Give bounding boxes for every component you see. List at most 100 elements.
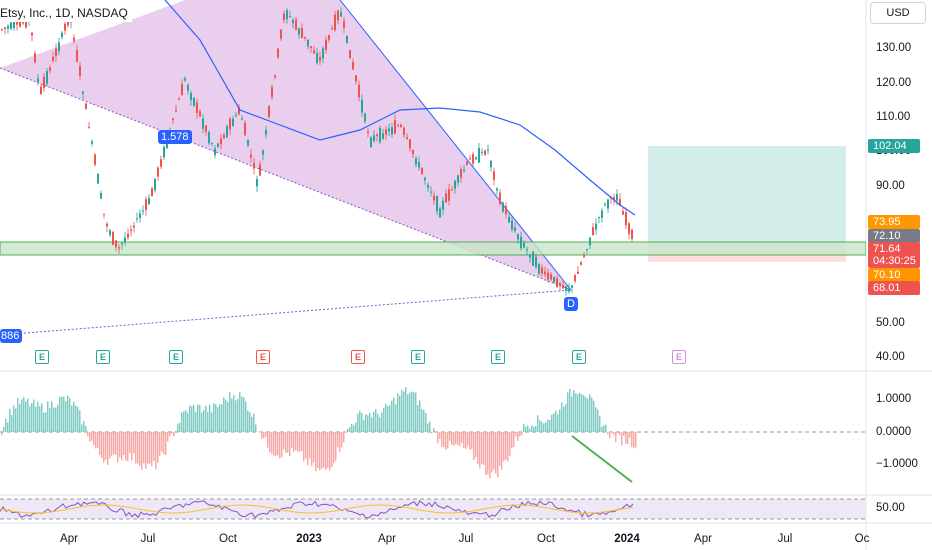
oscillator-bar bbox=[463, 432, 465, 448]
candle-body bbox=[85, 103, 87, 110]
candles bbox=[1, 7, 633, 296]
earnings-marker[interactable]: E bbox=[411, 350, 425, 364]
candle-body bbox=[370, 137, 372, 147]
oscillator-bar bbox=[265, 432, 267, 437]
candle-body bbox=[598, 217, 600, 219]
candle-body bbox=[82, 91, 84, 94]
oscillator-bar bbox=[377, 413, 379, 432]
candle-body bbox=[268, 105, 270, 117]
symbol-title[interactable]: Etsy, Inc., 1D, NASDAQ bbox=[0, 4, 132, 22]
earnings-marker[interactable]: E bbox=[572, 350, 586, 364]
oscillator-bar bbox=[631, 432, 633, 447]
oscillator-bar bbox=[439, 432, 441, 439]
oscillator-bar bbox=[479, 432, 481, 469]
oscillator-bar bbox=[461, 432, 463, 443]
oscillator-bar bbox=[369, 412, 371, 432]
earnings-marker[interactable]: E bbox=[96, 350, 110, 364]
target-zone bbox=[648, 146, 846, 246]
time-axis-label: Jul bbox=[777, 533, 793, 545]
oscillator-bar bbox=[407, 394, 409, 432]
oscillator-bar bbox=[225, 399, 227, 432]
candle-body bbox=[226, 126, 228, 138]
candle-body bbox=[607, 199, 609, 209]
candle-body bbox=[7, 25, 9, 29]
earnings-marker[interactable]: E bbox=[169, 350, 183, 364]
candle-body bbox=[208, 132, 210, 144]
candle-body bbox=[358, 84, 360, 98]
candle-body bbox=[175, 110, 177, 112]
price-tag: 71.64 bbox=[868, 242, 920, 256]
earnings-marker[interactable]: E bbox=[351, 350, 365, 364]
oscillator-bar bbox=[459, 432, 461, 447]
oscillator-bar bbox=[331, 432, 333, 468]
candle-body bbox=[499, 192, 501, 204]
oscillator-bar bbox=[41, 403, 43, 432]
oscillator-bar bbox=[577, 394, 579, 432]
oscillator-bar bbox=[441, 432, 443, 447]
candle-body bbox=[589, 237, 591, 246]
oscillator-bar bbox=[89, 432, 91, 442]
earnings-marker[interactable]: E bbox=[35, 350, 49, 364]
oscillator-bar bbox=[227, 402, 229, 432]
oscillator-bar bbox=[277, 432, 279, 456]
oscillator-bar bbox=[221, 404, 223, 432]
earnings-marker[interactable]: E bbox=[256, 350, 270, 364]
candle-body bbox=[409, 139, 411, 149]
candle-body bbox=[40, 86, 42, 95]
oscillator-bar bbox=[495, 432, 497, 474]
oscillator-bar bbox=[263, 432, 265, 439]
oscillator-bar bbox=[207, 412, 209, 432]
earnings-marker[interactable]: E bbox=[672, 350, 686, 364]
oscillator-bar bbox=[517, 432, 519, 441]
candle-body bbox=[241, 118, 243, 120]
moving-average-line bbox=[164, 0, 636, 216]
candle-body bbox=[79, 65, 81, 77]
candle-body bbox=[259, 164, 261, 176]
time-axis-label: Apr bbox=[60, 533, 78, 545]
candle-body bbox=[601, 210, 603, 218]
oscillator-bar bbox=[389, 405, 391, 432]
candle-body bbox=[631, 229, 633, 240]
candle-body bbox=[523, 242, 525, 248]
oscillator-bar bbox=[471, 432, 473, 449]
price-tag: 72.10 bbox=[868, 229, 920, 243]
candle-body bbox=[514, 227, 516, 232]
oscillator-bar bbox=[393, 397, 395, 432]
oscillator-bar bbox=[281, 432, 283, 458]
oscillator-bar bbox=[191, 406, 193, 432]
candle-body bbox=[538, 263, 540, 274]
candle-body bbox=[127, 233, 129, 238]
candle-body bbox=[163, 146, 165, 158]
oscillator-bar bbox=[605, 424, 607, 432]
oscillator-bar bbox=[29, 406, 31, 432]
oscillator-bar bbox=[487, 432, 489, 475]
oscillator-bar bbox=[25, 401, 27, 432]
oscillator-bar bbox=[37, 401, 39, 432]
earnings-marker[interactable]: E bbox=[491, 350, 505, 364]
oscillator-bar bbox=[597, 409, 599, 432]
oscillator-bar bbox=[565, 404, 567, 432]
candle-body bbox=[73, 37, 75, 42]
candle-body bbox=[376, 134, 378, 137]
candle-body bbox=[289, 15, 291, 17]
oscillator-bar bbox=[7, 422, 9, 432]
oscillator-bar bbox=[251, 416, 253, 432]
oscillator-bar bbox=[183, 411, 185, 432]
candle-body bbox=[367, 131, 369, 133]
candle-body bbox=[13, 21, 15, 29]
oscillator-bar bbox=[17, 398, 19, 432]
candle-body bbox=[94, 154, 96, 165]
support-band bbox=[0, 241, 866, 256]
oscillator-bar bbox=[57, 404, 59, 432]
oscillator-bar bbox=[267, 432, 269, 448]
oscillator-bar bbox=[607, 432, 609, 435]
candle-body bbox=[520, 236, 522, 249]
currency-button[interactable]: USD bbox=[870, 2, 926, 24]
pattern-point-d[interactable]: D bbox=[564, 297, 578, 311]
oscillator-bar bbox=[35, 406, 37, 432]
candle-body bbox=[382, 133, 384, 139]
time-axis-label: Jul bbox=[140, 533, 156, 545]
candle-body bbox=[256, 178, 258, 187]
rsi-axis-label: 50.00 bbox=[876, 502, 905, 514]
